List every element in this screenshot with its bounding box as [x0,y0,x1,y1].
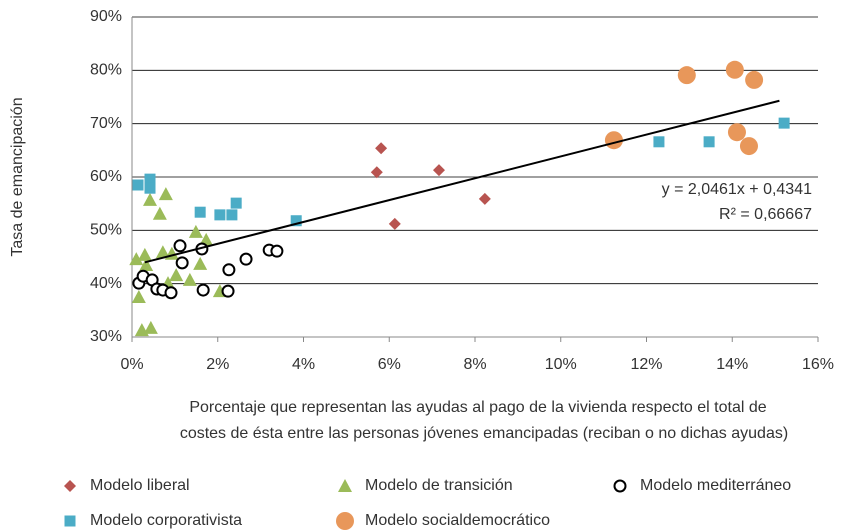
point [173,239,187,253]
point [152,206,167,220]
x-tick-label: 10% [545,356,577,373]
point [144,182,156,194]
point [131,290,146,303]
y-tick-label: 80% [90,62,122,79]
r2-annotation: R² = 0,66667 [719,206,812,223]
point [677,66,696,85]
point [478,192,491,205]
point [182,272,197,286]
point [745,70,764,89]
legend-label: Modelo socialdemocrático [365,512,550,529]
point [226,209,238,221]
point [370,166,383,179]
point [143,320,158,334]
y-tick-label: 40% [90,275,122,292]
point [727,123,746,142]
x-tick-label: 4% [292,356,315,373]
point [221,284,235,298]
legend-marker [64,480,76,492]
point [230,197,242,209]
y-tick-label: 90% [90,8,122,25]
point [222,263,236,277]
x-axis-label: Porcentaje que representan las ayudas al… [189,399,766,416]
x-axis-label: costes de ésta entre las personas jóvene… [180,425,788,442]
x-tick-label: 12% [630,356,662,373]
point [214,209,226,221]
point [158,187,173,201]
legend-marker [338,479,352,492]
legend-label: Modelo corporativista [90,512,242,529]
x-tick-label: 0% [120,356,143,373]
point [188,224,203,238]
equation-annotation: y = 2,0461x + 0,4341 [662,181,812,198]
point [290,215,302,227]
point [725,60,744,79]
point [143,192,158,206]
legend-marker [613,479,627,493]
x-tick-label: 14% [716,356,748,373]
point [137,247,152,261]
y-tick-label: 70% [90,115,122,132]
point [169,268,184,282]
legend-marker [64,515,76,527]
y-tick-label: 30% [90,328,122,345]
point [388,217,401,230]
point [703,136,715,148]
point [139,258,154,271]
point [739,137,758,156]
point [375,142,388,155]
legend-label: Modelo liberal [90,477,190,494]
point [164,286,178,300]
y-tick-label: 50% [90,222,122,239]
y-tick-label: 60% [90,168,122,185]
point [144,173,156,185]
point [155,245,170,259]
legend-marker [336,512,354,530]
point [653,136,665,148]
point [194,206,206,218]
y-axis-label: Tasa de emancipación [9,97,26,256]
point [604,131,623,150]
point [270,244,284,258]
point [193,256,208,270]
point [132,179,144,191]
legend-label: Modelo mediterráneo [640,477,791,494]
point [196,283,210,297]
x-tick-label: 8% [463,356,486,373]
trendline [144,99,780,264]
x-tick-label: 2% [206,356,229,373]
legend-label: Modelo de transición [365,477,513,494]
x-tick-label: 16% [802,356,834,373]
point [432,164,445,177]
point [129,252,144,266]
point [175,256,189,270]
point [778,117,790,129]
x-tick-label: 6% [378,356,401,373]
point [239,252,253,266]
